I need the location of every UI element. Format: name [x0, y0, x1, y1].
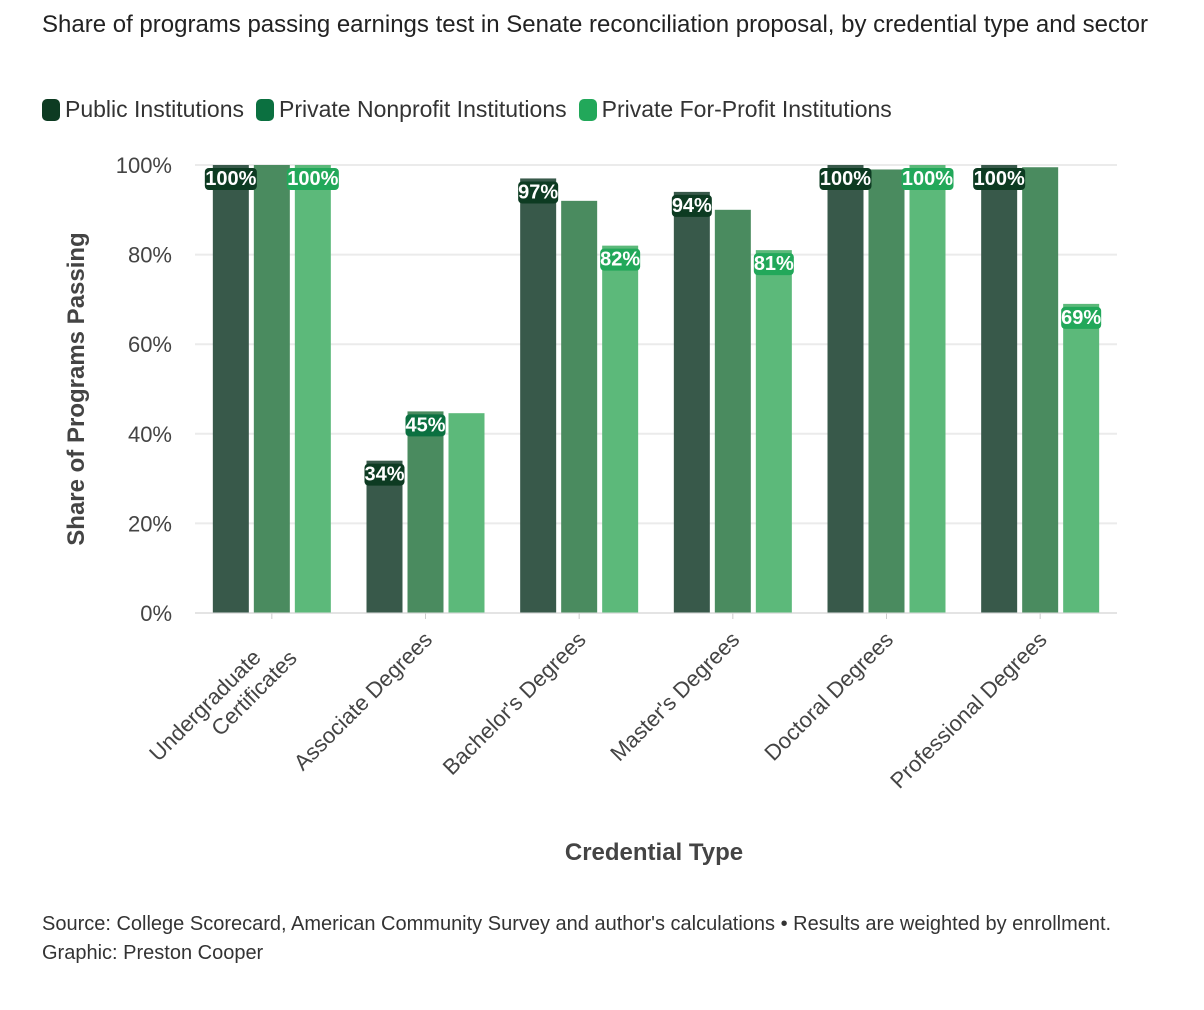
y-tick-label: 100% [116, 153, 172, 178]
bar [602, 245, 639, 613]
data-label: 82% [600, 249, 640, 271]
data-label-bg [204, 168, 257, 190]
bar [1022, 167, 1059, 614]
data-label: 100% [902, 168, 953, 190]
y-axis-title: Share of Programs Passing [63, 232, 90, 545]
legend-swatch [255, 98, 274, 121]
bar [909, 165, 946, 613]
data-label: 100% [820, 168, 871, 190]
chart-title: Share of programs passing earnings test … [42, 11, 1148, 38]
legend-label: Private For-Profit Institutions [601, 96, 892, 122]
data-label-bg [671, 194, 712, 217]
graphic-credit: Graphic: Preston Cooper [42, 942, 264, 964]
bar [827, 165, 864, 613]
bar [212, 165, 249, 613]
bar [755, 250, 792, 613]
data-label: 100% [287, 168, 338, 190]
data-label: 34% [364, 464, 404, 486]
data-label-bg [286, 168, 339, 190]
data-label-bg [600, 248, 641, 271]
x-axis-title: Credential Type [565, 839, 743, 866]
bar [407, 411, 444, 613]
bar [253, 165, 290, 613]
bar [448, 413, 485, 613]
y-tick-label: 40% [128, 422, 172, 447]
x-tick-label-line: Doctoral Degrees [759, 627, 898, 766]
source-note: Source: College Scorecard, American Comm… [42, 913, 1112, 935]
bar [561, 200, 598, 613]
y-tick-label: 80% [128, 243, 172, 268]
legend-swatch [578, 98, 597, 121]
x-tick-label: Associate Degrees [289, 627, 437, 775]
bar [1063, 303, 1100, 613]
legend-item-forprofit[interactable]: Private For-Profit Institutions [578, 96, 892, 123]
data-label-bg [364, 463, 405, 486]
x-tick-label-line: Bachelor's Degrees [438, 627, 591, 780]
legend-item-nonprofit[interactable]: Private Nonprofit Institutions [255, 96, 567, 123]
data-label: 97% [518, 181, 558, 203]
data-label: 69% [1061, 307, 1101, 329]
x-tick-label-line: Professional Degrees [885, 627, 1051, 793]
legend-label: Public Institutions [65, 96, 244, 122]
y-tick-label: 0% [140, 601, 172, 626]
bar [714, 209, 751, 614]
bar [868, 169, 905, 614]
data-label: 81% [754, 253, 794, 275]
legend: Public Institutions Private Nonprofit In… [42, 96, 892, 123]
x-tick-label: Doctoral Degrees [759, 627, 898, 766]
data-label-bg [901, 168, 954, 190]
bar [520, 178, 557, 613]
legend-swatch [42, 98, 60, 121]
data-label-bg [819, 168, 872, 190]
x-tick-label: Bachelor's Degrees [438, 627, 591, 780]
y-tick-label: 60% [128, 332, 172, 357]
data-label: 100% [974, 168, 1025, 190]
bar [673, 191, 710, 613]
x-tick-label-line: Associate Degrees [289, 627, 437, 775]
data-label: 100% [205, 168, 256, 190]
x-tick-label: Master's Degrees [605, 627, 744, 766]
x-tick-label: UndergraduateCertificates [144, 627, 302, 785]
data-label-bg [753, 253, 794, 276]
legend-label: Private Nonprofit Institutions [278, 96, 567, 122]
footer: Source: College Scorecard, American Comm… [42, 910, 1152, 968]
bar [294, 165, 331, 613]
bar [366, 460, 403, 613]
data-label-bg [1061, 306, 1102, 329]
data-label: 45% [405, 414, 445, 436]
x-tick-label-line: Master's Degrees [605, 627, 744, 766]
data-label: 94% [672, 195, 712, 217]
x-tick-label: Professional Degrees [885, 627, 1051, 793]
bar-chart: 0% 20% 40% 60% 80% 100% Share of Programs Pass… [63, 153, 1117, 866]
data-label-bg [518, 181, 559, 204]
y-tick-label: 20% [128, 511, 172, 536]
bar [981, 165, 1018, 613]
data-label-bg [973, 168, 1026, 190]
data-label-bg [405, 414, 446, 437]
legend-item-public[interactable]: Public Institutions [42, 96, 244, 123]
